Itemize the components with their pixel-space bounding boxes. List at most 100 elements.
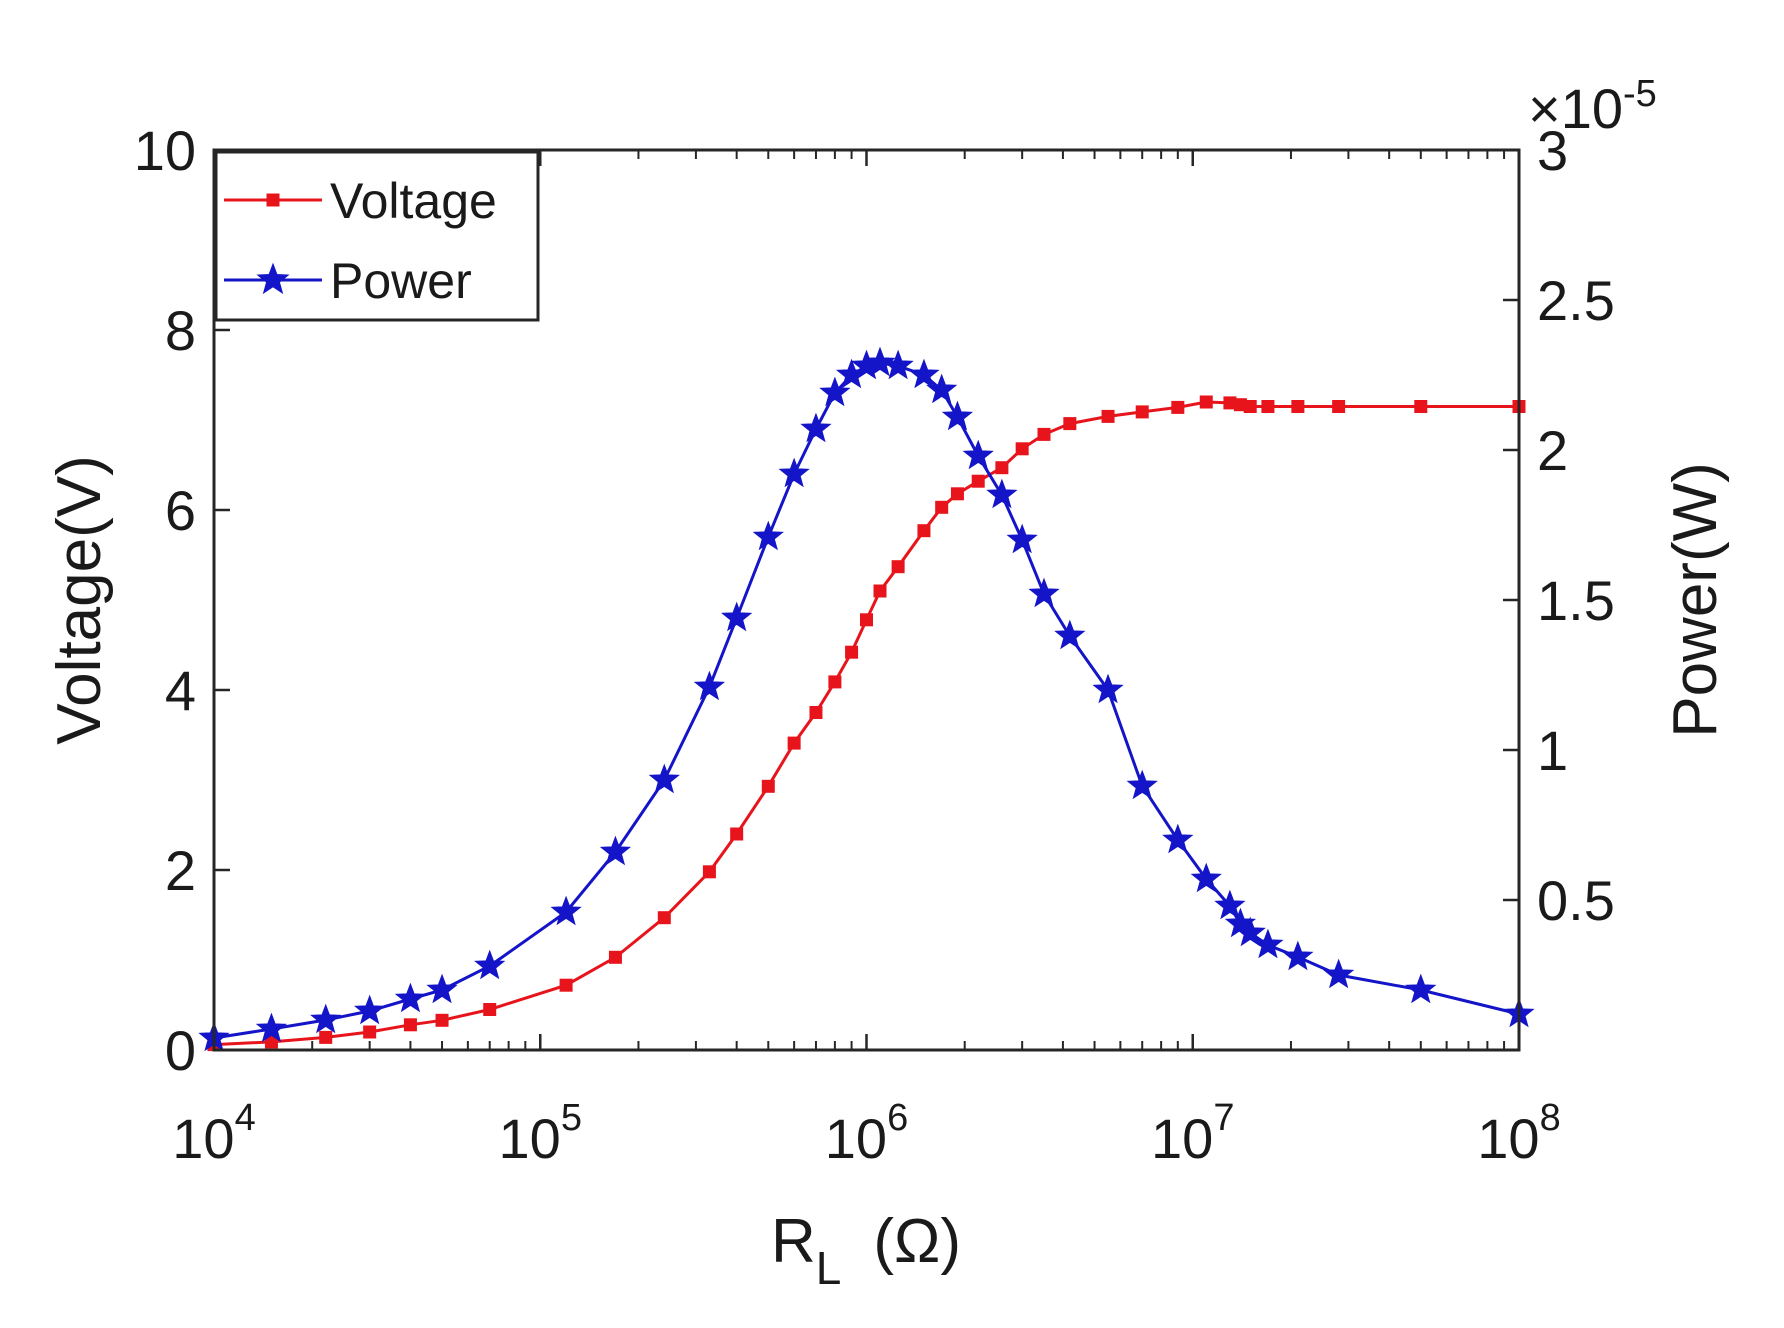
x-label-main: R bbox=[771, 1207, 816, 1276]
series-power bbox=[198, 346, 1535, 1052]
x-tick-label: 105 bbox=[499, 1097, 582, 1170]
legend-voltage-label: Voltage bbox=[330, 173, 497, 229]
voltage-point bbox=[971, 474, 985, 488]
voltage-point bbox=[917, 524, 931, 538]
power-point bbox=[394, 982, 427, 1013]
power-point bbox=[1054, 619, 1086, 650]
power-point bbox=[962, 439, 994, 470]
y-left-tick-label: 8 bbox=[165, 299, 196, 362]
legend-power-label: Power bbox=[330, 253, 472, 309]
y-right-tick-label: 0.5 bbox=[1537, 869, 1615, 932]
legend-voltage-marker bbox=[266, 193, 280, 207]
plot-frame bbox=[212, 148, 1521, 1052]
x-tick-label: 104 bbox=[172, 1097, 255, 1170]
legend-voltage-marker-shape bbox=[266, 193, 280, 207]
voltage-point bbox=[403, 1018, 417, 1032]
voltage-point bbox=[845, 645, 859, 659]
x-label-subscript: L bbox=[816, 1242, 842, 1294]
voltage-point bbox=[363, 1025, 377, 1039]
y-right-tick-label: 1.5 bbox=[1537, 569, 1615, 632]
power-point bbox=[1214, 889, 1246, 920]
power-point bbox=[819, 376, 851, 407]
power-point bbox=[648, 763, 680, 794]
y-right-tick-label: 2.5 bbox=[1537, 269, 1615, 332]
voltage-point bbox=[1037, 427, 1051, 441]
power-point bbox=[1190, 862, 1222, 893]
voltage-point bbox=[730, 827, 744, 841]
power-point bbox=[255, 1012, 288, 1043]
multiplier-exponent: -5 bbox=[1623, 73, 1657, 115]
y-left-tick-label: 10 bbox=[134, 119, 196, 182]
x-tick-exponent: 7 bbox=[1213, 1097, 1234, 1139]
x-label-unit: (Ω) bbox=[873, 1207, 961, 1276]
power-point bbox=[864, 346, 896, 377]
voltage-point bbox=[891, 560, 905, 574]
power-point bbox=[1252, 928, 1284, 959]
x-tick-label: 107 bbox=[1151, 1097, 1234, 1170]
multiplier-base: 10 bbox=[1561, 77, 1623, 140]
power-point bbox=[1323, 958, 1355, 989]
voltage-point bbox=[1135, 405, 1149, 419]
x-tick-label: 106 bbox=[825, 1097, 908, 1170]
voltage-point bbox=[657, 911, 671, 925]
voltage-point bbox=[1243, 400, 1257, 413]
voltage-point bbox=[860, 613, 873, 627]
voltage-point bbox=[873, 584, 887, 598]
power-point bbox=[354, 994, 386, 1025]
right-axis-multiplier: ×10-5 bbox=[1528, 73, 1657, 140]
legend-item-power: Power bbox=[224, 253, 472, 309]
y-axis-left-ticks: 0 2 4 6 8 10 bbox=[134, 119, 230, 1082]
legend-power-marker-shape bbox=[256, 262, 290, 295]
voltage-point bbox=[264, 1035, 278, 1049]
voltage-point bbox=[1015, 442, 1029, 456]
voltage-point bbox=[995, 461, 1009, 475]
voltage-point bbox=[1233, 398, 1247, 412]
y-right-tick-label: 3 bbox=[1537, 119, 1568, 182]
voltage-point bbox=[1171, 400, 1185, 414]
power-point bbox=[1092, 673, 1124, 704]
x-tick-base: 10 bbox=[1151, 1107, 1213, 1170]
power-point bbox=[426, 973, 458, 1004]
voltage-point bbox=[1199, 395, 1213, 409]
multiplier-times: × bbox=[1528, 77, 1561, 140]
y-right-tick-label: 1 bbox=[1537, 719, 1568, 782]
voltage-point bbox=[435, 1013, 449, 1027]
power-point bbox=[1126, 769, 1158, 800]
power-point bbox=[1405, 973, 1437, 1004]
y-right-tick-label: 2 bbox=[1537, 419, 1568, 482]
power-point bbox=[882, 349, 914, 380]
x-axis-ticks: 104 105 106 107 108 bbox=[172, 150, 1561, 1170]
power-point bbox=[310, 1003, 342, 1034]
x-tick-exponent: 5 bbox=[561, 1097, 582, 1139]
x-tick-base: 10 bbox=[499, 1107, 561, 1170]
y-left-tick-label: 4 bbox=[165, 659, 196, 722]
power-point bbox=[474, 949, 506, 980]
y-axis-right-ticks: 0.5 1 1.5 2 2.5 3 bbox=[1503, 119, 1615, 932]
power-point bbox=[1028, 577, 1060, 608]
voltage-point bbox=[828, 675, 842, 689]
legend-item-voltage: Voltage bbox=[224, 173, 497, 229]
voltage-point bbox=[935, 500, 949, 514]
legend-power-marker bbox=[256, 262, 290, 295]
x-tick-label: 108 bbox=[1477, 1097, 1560, 1170]
voltage-point bbox=[319, 1030, 333, 1044]
voltage-point bbox=[1063, 417, 1077, 431]
power-point bbox=[1282, 940, 1314, 971]
y-left-tick-label: 2 bbox=[165, 839, 196, 902]
voltage-point bbox=[1414, 400, 1428, 413]
voltage-point bbox=[1291, 400, 1305, 413]
x-tick-exponent: 8 bbox=[1540, 1097, 1561, 1139]
voltage-point bbox=[702, 865, 716, 879]
power-point bbox=[1234, 916, 1266, 947]
voltage-point bbox=[1223, 396, 1237, 410]
voltage-point bbox=[761, 779, 775, 793]
power-point bbox=[1006, 523, 1038, 554]
power-point bbox=[693, 670, 726, 701]
y-axis-left-label: Voltage(V) bbox=[45, 455, 114, 745]
x-tick-exponent: 6 bbox=[887, 1097, 908, 1139]
voltage-point bbox=[787, 736, 801, 750]
y-axis-right-label: Power(W) bbox=[1661, 462, 1730, 738]
power-point bbox=[986, 478, 1018, 509]
voltage-point bbox=[559, 978, 573, 992]
